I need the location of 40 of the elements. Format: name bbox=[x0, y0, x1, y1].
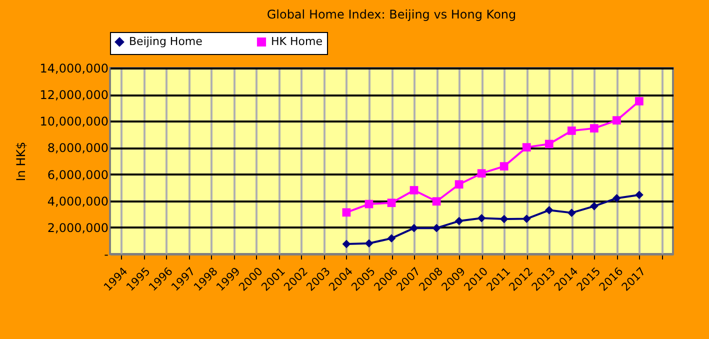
y-tick-label: 2,000,000 bbox=[47, 220, 108, 235]
point bbox=[432, 197, 441, 206]
point bbox=[454, 180, 464, 189]
legend-label: Beijing Home bbox=[129, 34, 203, 48]
point bbox=[387, 234, 396, 243]
point bbox=[477, 169, 486, 178]
y-axis-title: In HK$ bbox=[14, 142, 28, 182]
point bbox=[364, 200, 374, 208]
point bbox=[590, 124, 598, 132]
point bbox=[342, 208, 351, 217]
chart-title: Global Home Index: Beijing vs Hong Kong bbox=[266, 8, 516, 22]
y-tick-label: 10,000,000 bbox=[40, 114, 108, 129]
point bbox=[410, 224, 418, 232]
point bbox=[544, 206, 554, 214]
point bbox=[454, 216, 464, 226]
point bbox=[364, 239, 374, 248]
point bbox=[410, 186, 418, 194]
point bbox=[635, 190, 644, 200]
y-tick-label: 14,000,000 bbox=[40, 62, 108, 76]
y-tick-label: 8,000,000 bbox=[47, 141, 108, 156]
point bbox=[635, 97, 644, 106]
point bbox=[567, 126, 576, 135]
point bbox=[500, 162, 508, 170]
y-tick-label: 12,000,000 bbox=[40, 88, 108, 102]
point bbox=[522, 143, 531, 152]
point bbox=[544, 140, 554, 148]
point bbox=[612, 194, 621, 202]
point bbox=[342, 240, 351, 248]
point bbox=[522, 214, 531, 223]
point bbox=[432, 224, 441, 232]
point bbox=[387, 198, 396, 208]
y-tick-label: 6,000,000 bbox=[47, 168, 108, 182]
point bbox=[477, 214, 486, 222]
legend-label: HK Home bbox=[271, 34, 323, 48]
point bbox=[500, 214, 508, 224]
y-tick-label: 4,000,000 bbox=[47, 194, 108, 208]
point bbox=[590, 202, 598, 210]
y-tick-label: - bbox=[104, 248, 108, 262]
point bbox=[612, 116, 621, 125]
point bbox=[567, 208, 576, 217]
